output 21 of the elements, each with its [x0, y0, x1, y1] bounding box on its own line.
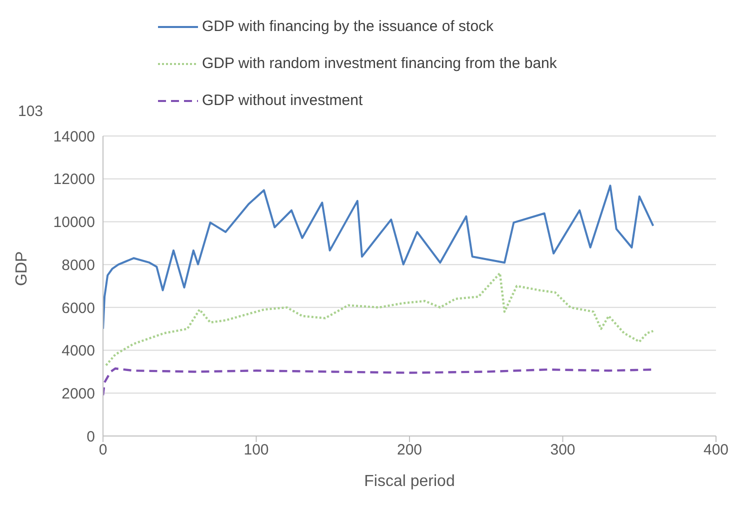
- x-tick-label: 300: [550, 442, 576, 459]
- legend-label: GDP without investment: [202, 92, 363, 109]
- y-tick-label: 14000: [53, 128, 95, 146]
- legend-label: GDP with financing by the issuance of stock: [202, 18, 494, 35]
- y-tick-label: 0: [86, 428, 95, 446]
- text: 103: [18, 103, 44, 120]
- y-tick-label: 4000: [62, 342, 95, 360]
- legend-label: GDP with random investment financing from the bank: [202, 55, 557, 72]
- x-tick-label: 200: [396, 442, 422, 459]
- x-tick-label: 400: [703, 442, 729, 459]
- y-tick-label: 8000: [62, 256, 95, 274]
- line-series: [104, 272, 654, 366]
- y-tick-label: 10000: [53, 214, 95, 232]
- x-axis-title: Fiscal period: [364, 473, 455, 490]
- x-tick-label: 100: [244, 442, 269, 459]
- line-series: [103, 184, 654, 330]
- y-tick-label: 12000: [53, 171, 95, 188]
- x-tick-label: 0: [98, 442, 108, 459]
- y-tick-label: 2000: [62, 385, 95, 402]
- y-axis-title: GDP: [14, 251, 31, 286]
- y-tick-label: 6000: [62, 300, 95, 317]
